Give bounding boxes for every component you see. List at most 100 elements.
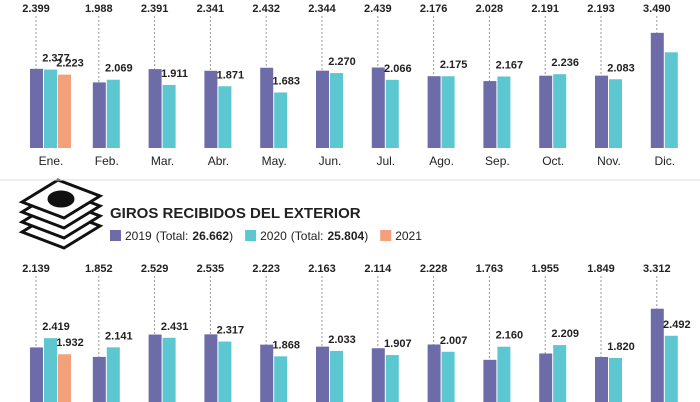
value-label: 2.139 — [22, 263, 50, 275]
bar — [92, 82, 106, 148]
legend-label: 2020 — [260, 229, 287, 243]
legend-total-suffix: ) — [229, 229, 233, 243]
value-label: 2.432 — [252, 3, 280, 15]
chart-title: GIROS RECIBIDOS DEL EXTERIOR — [110, 205, 361, 222]
bar — [44, 338, 57, 402]
month-label: Ene. — [39, 154, 64, 168]
money-icon — [18, 178, 104, 250]
bar — [497, 76, 511, 148]
bar — [204, 70, 218, 148]
legend-swatch — [245, 230, 257, 241]
value-label: 1.907 — [384, 338, 412, 350]
bar — [385, 355, 399, 402]
bar — [260, 67, 274, 148]
value-label: 2.223 — [252, 263, 280, 275]
bar — [539, 353, 553, 402]
value-label: 2.163 — [308, 263, 336, 275]
bar — [58, 74, 71, 148]
legend-total-suffix: ) — [364, 229, 368, 243]
bar — [316, 70, 329, 148]
value-label: 2.007 — [440, 335, 468, 347]
value-label: 2.083 — [607, 62, 635, 74]
bar — [148, 69, 162, 148]
legend-label: 2021 — [395, 229, 422, 243]
bar — [553, 74, 567, 148]
bar — [664, 335, 678, 402]
month-label: Jun. — [319, 154, 342, 168]
bar — [330, 350, 343, 402]
value-label: 2.066 — [384, 63, 412, 75]
bar — [609, 357, 622, 402]
bar — [58, 354, 71, 402]
bar — [30, 347, 43, 402]
value-label: 2.391 — [141, 3, 169, 15]
value-label: 2.167 — [496, 59, 524, 71]
value-label: 2.270 — [328, 56, 356, 68]
value-label: 1.988 — [85, 3, 113, 15]
month-label: Nov. — [597, 154, 621, 168]
month-label: Dic. — [654, 154, 675, 168]
value-label: 2.028 — [476, 3, 504, 15]
value-label: 2.160 — [496, 330, 524, 342]
value-label: 2.209 — [551, 328, 579, 340]
bar — [483, 359, 497, 402]
legend-swatch — [110, 230, 121, 241]
value-label: 2.223 — [56, 58, 84, 70]
value-label: 2.033 — [328, 334, 356, 346]
value-label: 1.852 — [85, 263, 113, 275]
value-label: 2.114 — [364, 263, 392, 275]
value-label: 3.490 — [643, 3, 671, 15]
value-label: 1.871 — [217, 69, 245, 81]
bar — [427, 76, 441, 148]
legend-swatch — [380, 230, 392, 241]
value-label: 2.069 — [105, 63, 133, 75]
bar — [106, 347, 120, 402]
value-label: 2.377 — [42, 53, 70, 65]
month-label: Oct. — [542, 154, 564, 168]
bar — [274, 92, 288, 148]
value-label: 1.820 — [607, 341, 635, 353]
value-label: 1.683 — [272, 75, 300, 87]
bar — [441, 76, 455, 148]
value-label: 2.535 — [197, 263, 225, 275]
month-label: May. — [262, 154, 287, 168]
bar — [609, 79, 622, 148]
legend-total: 26.662 — [192, 229, 229, 243]
bar — [441, 351, 455, 402]
bar — [330, 73, 343, 148]
value-label: 2.399 — [22, 3, 50, 15]
bar — [427, 344, 441, 402]
bar — [162, 84, 176, 148]
bar — [371, 348, 385, 402]
bar — [553, 345, 567, 402]
bar — [650, 32, 664, 148]
value-label: 2.341 — [197, 3, 225, 15]
bar — [316, 346, 329, 402]
value-label: 2.344 — [308, 3, 336, 15]
month-label: Jul. — [376, 154, 395, 168]
bar — [218, 341, 232, 402]
value-label: 1.868 — [272, 339, 300, 351]
value-label: 1.911 — [161, 68, 188, 80]
value-label: 2.141 — [105, 330, 133, 342]
bar — [497, 346, 511, 402]
value-label: 2.439 — [364, 3, 392, 15]
bar — [539, 75, 553, 148]
bar — [218, 86, 232, 148]
legend-label: 2019 — [125, 229, 152, 243]
month-label: Feb. — [95, 154, 119, 168]
month-label: Mar. — [151, 154, 174, 168]
value-label: 2.492 — [663, 319, 691, 331]
month-label: Sep. — [485, 154, 510, 168]
value-label: 2.236 — [551, 57, 579, 69]
bar — [44, 69, 57, 148]
legend-total: 25.804 — [327, 229, 364, 243]
legend-total-prefix: (Total: — [291, 229, 324, 243]
month-label: Abr. — [208, 154, 229, 168]
bar — [385, 79, 399, 148]
value-label: 2.317 — [217, 325, 245, 337]
bar — [106, 79, 120, 148]
value-label: 2.529 — [141, 263, 169, 275]
value-label: 2.228 — [420, 263, 448, 275]
